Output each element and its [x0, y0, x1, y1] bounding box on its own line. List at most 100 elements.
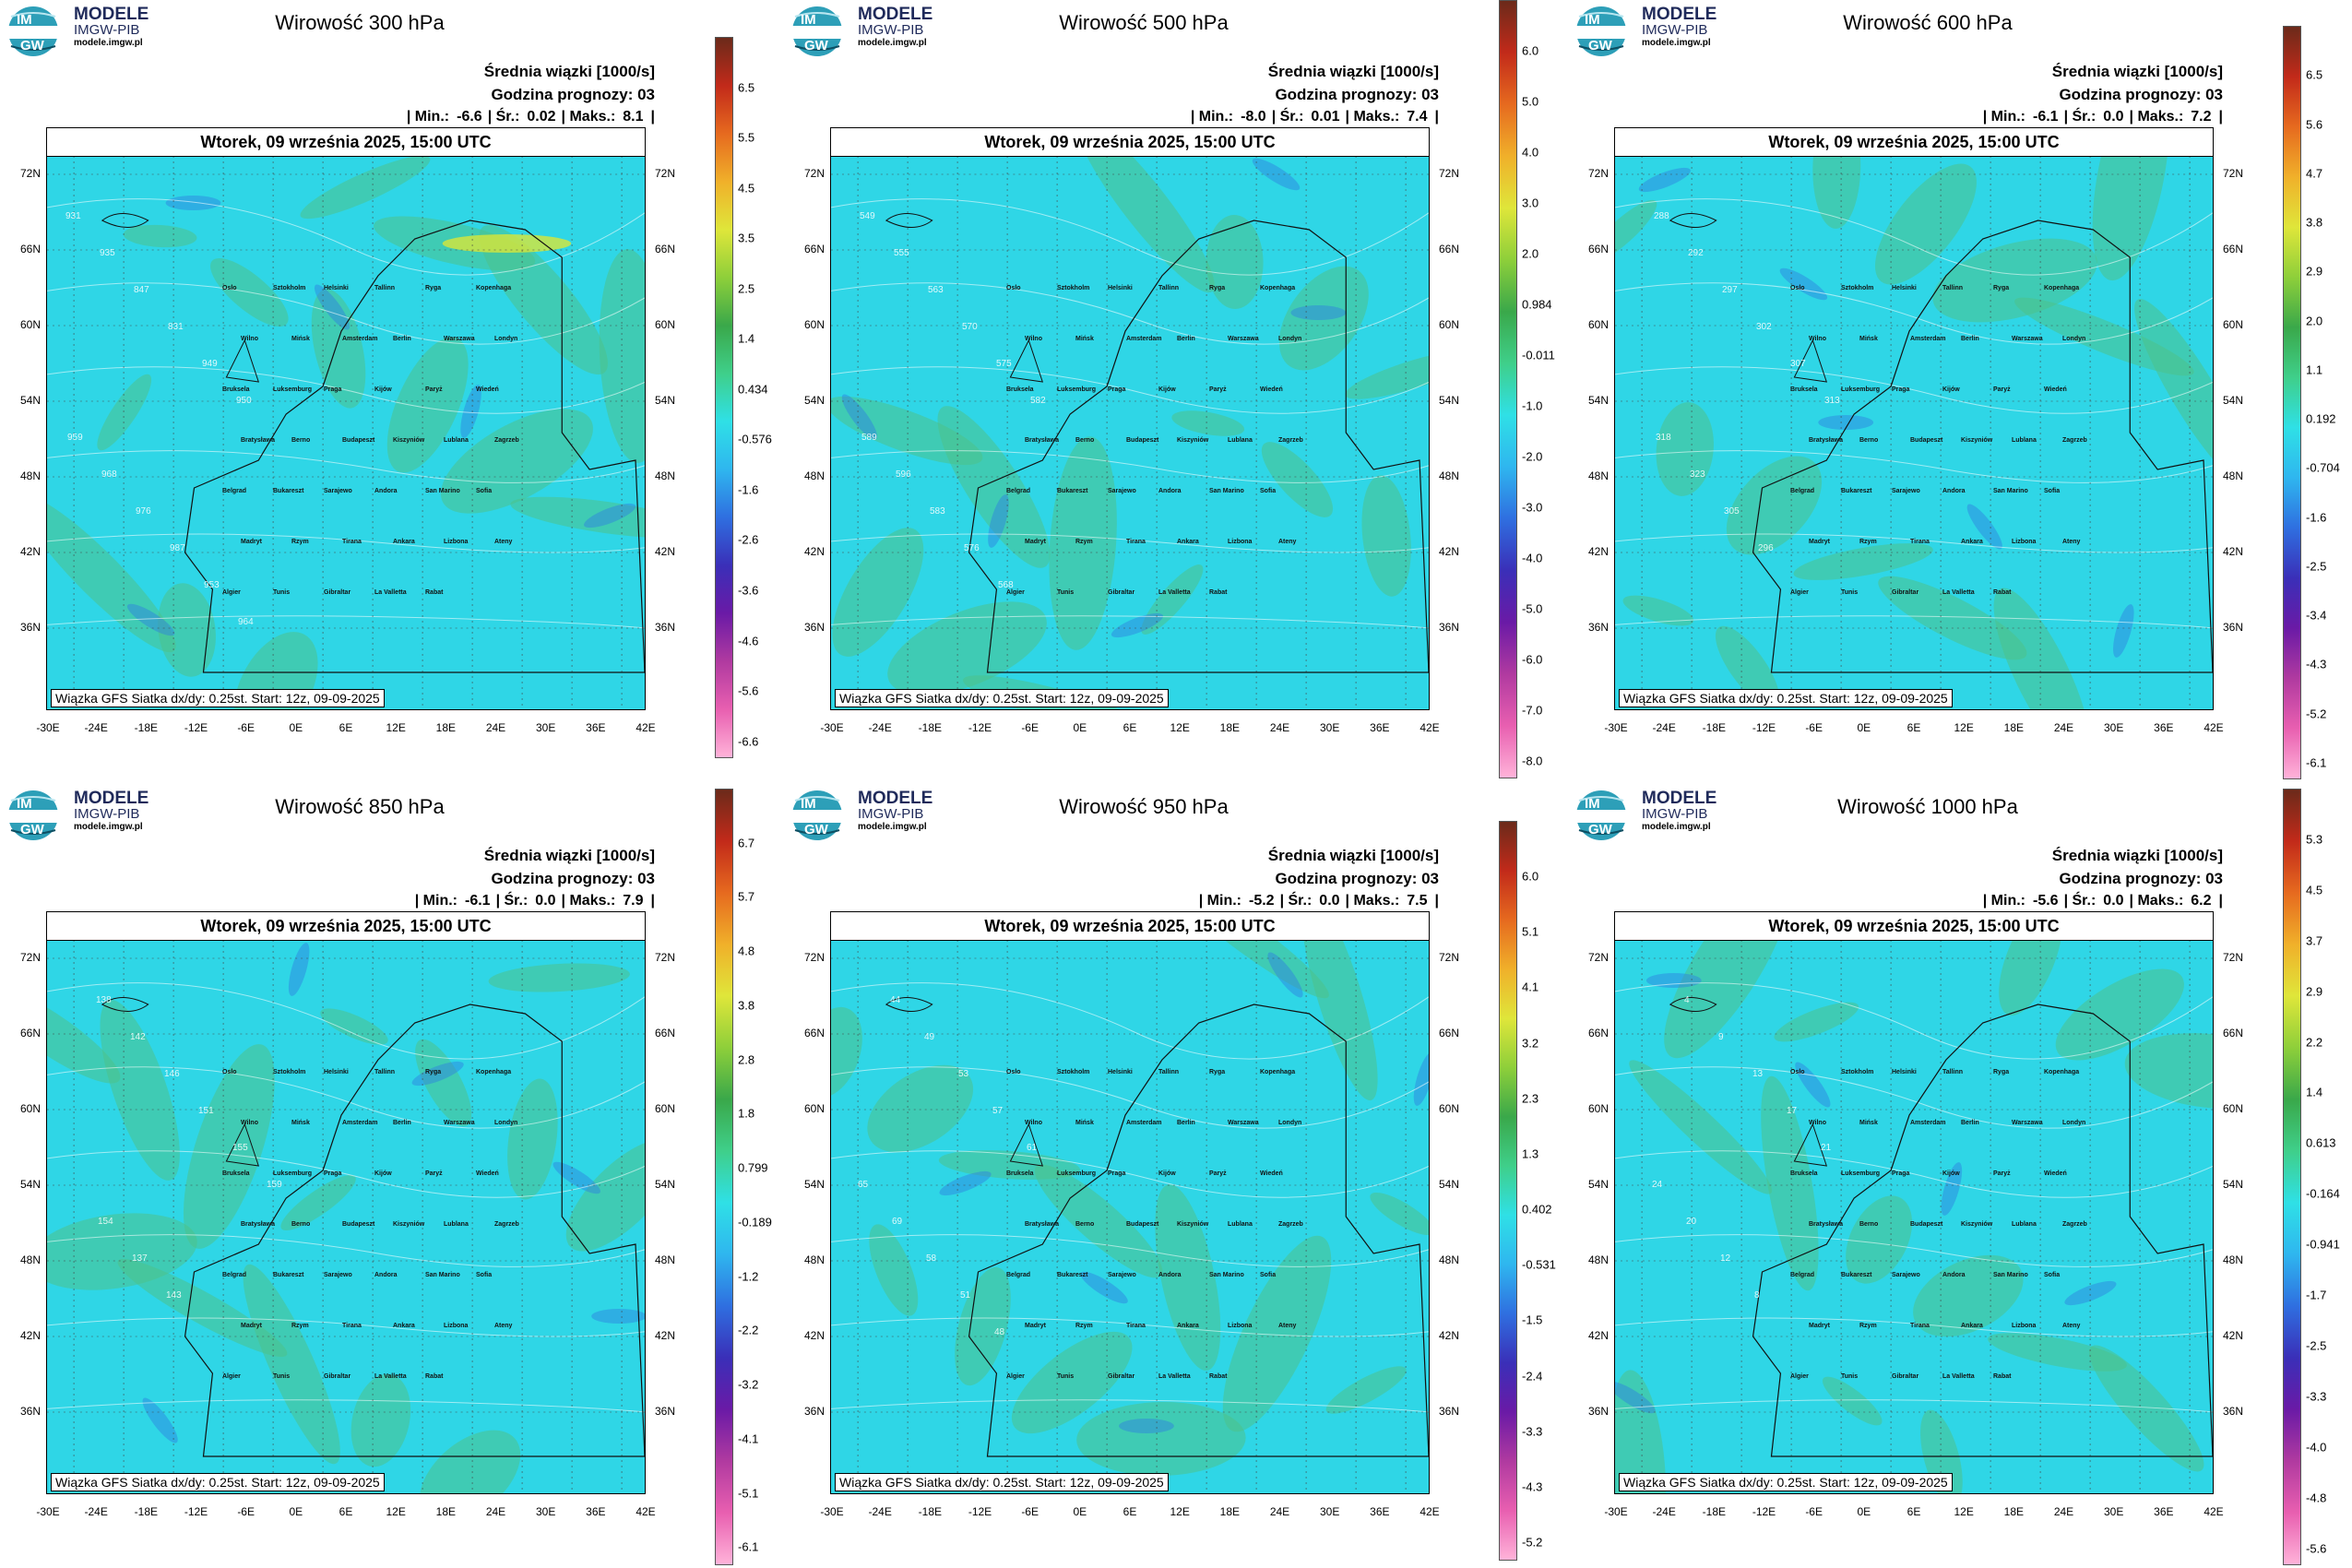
lon-label: 18E: [435, 1505, 457, 1518]
map-area[interactable]: Wtorek, 09 września 2025, 15:00 UTC 288 29…: [1614, 127, 2214, 710]
contour-label: 4: [1684, 995, 1690, 1005]
city-label: Tirana: [1126, 1323, 1146, 1329]
city-label: Sofia: [476, 488, 493, 494]
lon-label: -6E: [1805, 1505, 1823, 1518]
city-label: Rabat: [1209, 589, 1228, 596]
map-area[interactable]: Wtorek, 09 września 2025, 15:00 UTC 931 93…: [46, 127, 646, 710]
city-label: Sofia: [1260, 1272, 1277, 1278]
city-label: Sarajewo: [1892, 1272, 1920, 1278]
colorbar-tick: 6.0: [1522, 43, 1539, 58]
city-label: Wilno: [1809, 336, 1826, 342]
forecast-label: Godzina prognozy: 03: [2059, 870, 2223, 887]
colorbar-tick: -2.0: [1522, 449, 1543, 464]
contour-label: 297: [1722, 285, 1738, 295]
contour-label: 53: [958, 1069, 969, 1079]
city-label: Bruksela: [222, 1170, 250, 1177]
city-label: Amsterdam: [1126, 336, 1162, 342]
city-label: Ateny: [2062, 1323, 2081, 1329]
city-label: Helsinki: [1108, 285, 1133, 291]
lon-label: 12E: [1954, 1505, 1974, 1518]
city-label: Bratysława: [1809, 1221, 1843, 1228]
city-label: Praga: [324, 386, 342, 393]
colorbar-tick: 1.3: [1522, 1146, 1539, 1161]
brand-url[interactable]: modele.imgw.pl: [1642, 38, 1711, 48]
brand-url[interactable]: modele.imgw.pl: [858, 822, 927, 832]
city-label: Sofia: [1260, 488, 1277, 494]
city-label: Mińsk: [1075, 1120, 1094, 1126]
lon-label: -18E: [1702, 721, 1727, 734]
contour-label: 964: [238, 617, 254, 627]
contour-label: 307: [1790, 359, 1806, 369]
city-label: Amsterdam: [1910, 1120, 1946, 1126]
city-label: Berlin: [393, 1120, 411, 1126]
map-area[interactable]: Wtorek, 09 września 2025, 15:00 UTC 138 14…: [46, 911, 646, 1494]
brand-url[interactable]: modele.imgw.pl: [1642, 822, 1711, 832]
colorbar-ticks: 6.5 5.6 4.7 3.8 2.9 2.0 1.1 0.192 -0.704 -1.6 -2.5…: [2306, 26, 2352, 778]
colorbar-ticks: 6.5 5.5 4.5 3.5 2.5 1.4 0.434 -0.576 -1.6 -2.6 -3.…: [738, 37, 793, 756]
contour-label: 323: [1690, 469, 1705, 480]
city-label: Rzym: [291, 539, 309, 545]
lon-label: -24E: [868, 1505, 892, 1518]
city-label: Oslo: [1006, 1069, 1021, 1075]
lat-label: 42N: [803, 1329, 825, 1342]
colorbar-tick: 2.2: [2306, 1035, 2323, 1049]
city-label: Tunis: [1841, 589, 1859, 596]
contour-label: 17: [1787, 1106, 1798, 1116]
contour-label: 138: [96, 995, 112, 1005]
vorticity-field: [831, 156, 1429, 709]
logo-text-top: IM: [17, 796, 32, 812]
map-area[interactable]: Wtorek, 09 września 2025, 15:00 UTC 44 49 5…: [830, 911, 1430, 1494]
city-label: Luksemburg: [1841, 1170, 1881, 1177]
lat-label: 72N: [803, 167, 825, 180]
city-label: Sarajewo: [324, 488, 352, 494]
city-label: Lublana: [444, 1221, 469, 1228]
colorbar-tick: -4.8: [2306, 1491, 2327, 1505]
city-label: Tallinn: [1158, 285, 1180, 291]
lat-label: 36N: [2223, 1405, 2244, 1418]
brand-url[interactable]: modele.imgw.pl: [74, 822, 143, 832]
map-area[interactable]: Wtorek, 09 września 2025, 15:00 UTC 4 9 13 1…: [1614, 911, 2214, 1494]
city-label: Ateny: [494, 1323, 513, 1329]
city-label: Praga: [1108, 386, 1126, 393]
max-value: 7.5: [1407, 893, 1428, 909]
imgw-logo: IM GW: [6, 790, 61, 840]
lon-label: 6E: [339, 721, 353, 734]
contour-label: 13: [1752, 1069, 1764, 1079]
contour-label: 24: [1652, 1180, 1663, 1190]
lat-label: 42N: [655, 1329, 676, 1342]
city-label: Ankara: [1961, 1323, 1983, 1329]
city-label: Amsterdam: [342, 336, 378, 342]
lat-label: 42N: [2223, 1329, 2244, 1342]
contour-label: 950: [236, 396, 252, 406]
contour-label: 151: [198, 1106, 214, 1116]
min-value: -6.1: [465, 893, 491, 909]
city-label: Sofia: [2044, 1272, 2061, 1278]
colorbar-tick: -3.3: [2306, 1389, 2327, 1404]
city-label: Berno: [1859, 437, 1879, 444]
lat-label: 54N: [655, 1178, 676, 1191]
avg-label: | Śr.:: [2063, 109, 2097, 125]
lon-label: 0E: [289, 1505, 303, 1518]
lon-label: -12E: [968, 721, 992, 734]
map-area[interactable]: Wtorek, 09 września 2025, 15:00 UTC 549 55…: [830, 127, 1430, 710]
city-label: Londyn: [494, 1120, 518, 1126]
city-label: Ankara: [1177, 1323, 1199, 1329]
colorbar-tick: 4.1: [1522, 980, 1539, 994]
lon-label: -24E: [1652, 1505, 1676, 1518]
date-label: Wtorek, 09 września 2025, 15:00 UTC: [1615, 912, 2213, 941]
logo-text-bottom: GW: [804, 38, 829, 53]
city-label: Tirana: [1910, 1323, 1930, 1329]
lat-label: 48N: [803, 469, 825, 482]
city-label: Mińsk: [1859, 1120, 1878, 1126]
brand-url[interactable]: modele.imgw.pl: [74, 38, 143, 48]
contour-label: 583: [930, 506, 945, 517]
brand-line1: MODELE: [1642, 5, 1717, 24]
brand-url[interactable]: modele.imgw.pl: [858, 38, 927, 48]
colorbar-ticks: 6.0 5.1 4.1 3.2 2.3 1.3 0.402 -0.531 -1.5 -2.4 -3.…: [1522, 821, 1577, 1559]
lon-label: -30E: [1604, 1505, 1628, 1518]
lon-label: 24E: [2053, 1505, 2074, 1518]
lat-label: 48N: [655, 1253, 676, 1266]
contour-label: 61: [1027, 1143, 1038, 1153]
avg-value: 0.0: [1319, 893, 1340, 909]
lat-label: 66N: [2223, 1027, 2244, 1039]
